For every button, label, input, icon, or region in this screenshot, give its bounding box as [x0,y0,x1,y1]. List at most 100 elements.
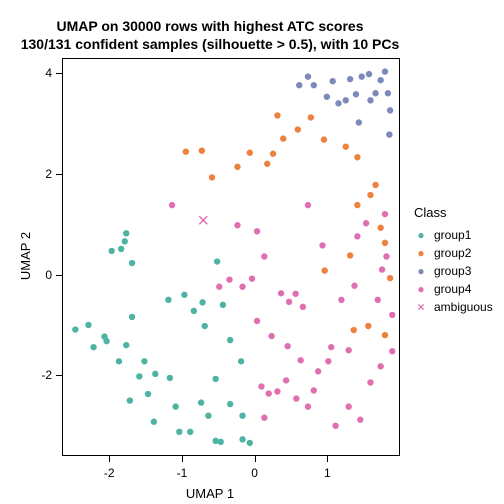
point-group4 [305,403,311,409]
point-group1 [145,391,151,397]
legend-label: ambiguous [434,300,493,314]
point-group4 [332,423,338,429]
dot-icon: ● [414,247,428,259]
point-group4 [286,299,292,305]
point-group4 [254,318,260,324]
point-group2 [343,143,349,149]
point-group1 [127,397,133,403]
point-group4 [169,202,175,208]
legend-item-group3: ●group3 [414,262,493,280]
legend-item-group1: ●group1 [414,226,493,244]
point-group3 [343,97,349,103]
point-group1 [165,297,171,303]
x-tick-mark [182,456,183,462]
y-tick-mark [56,174,62,175]
point-group1 [116,358,122,364]
point-group3 [367,97,373,103]
point-group2 [247,150,253,156]
point-group4 [226,276,232,282]
y-tick-label: 2 [22,167,52,181]
point-group1 [118,246,124,252]
point-group4 [375,297,381,303]
point-group4 [292,291,298,297]
y-tick-label: 0 [22,268,52,282]
point-group1 [109,248,115,254]
point-group4 [266,390,272,396]
point-group4 [239,284,245,290]
point-group2 [183,148,189,154]
point-group3 [377,77,383,83]
x-tick-label: -2 [104,466,115,480]
point-group4 [216,284,222,290]
point-group4 [234,222,240,228]
legend-label: group4 [434,282,471,296]
point-group2 [280,135,286,141]
legend-item-ambiguous: × ambiguous [414,298,493,316]
point-group4 [354,233,360,239]
point-group4 [325,358,331,364]
point-group1 [72,326,78,332]
point-group4 [261,253,267,259]
point-group1 [187,429,193,435]
scatter-plot [63,59,401,457]
point-group4 [283,377,289,383]
x-tick-label: -1 [177,466,188,480]
point-group4 [297,357,303,363]
point-group4 [258,383,264,389]
point-group2 [354,154,360,160]
point-group2 [295,126,301,132]
legend-label: group3 [434,264,471,278]
point-group4 [389,312,395,318]
point-group4 [315,368,321,374]
point-group2 [367,192,373,198]
point-group2 [372,182,378,188]
point-group1 [218,439,224,445]
point-group1 [176,429,182,435]
point-group1 [239,412,245,418]
cross-icon: × [414,301,428,313]
point-group1 [247,440,253,446]
point-group3 [366,71,372,77]
point-group4 [319,242,325,248]
point-group1 [202,323,208,329]
point-group1 [220,302,226,308]
point-group3 [329,78,335,84]
point-group3 [296,82,302,88]
point-group1 [85,322,91,328]
point-group3 [311,82,317,88]
point-group2 [270,151,276,157]
point-group1 [90,344,96,350]
point-group1 [238,358,244,364]
point-group4 [328,344,334,350]
point-group1 [129,314,135,320]
point-group3 [382,68,388,74]
point-group1 [198,399,204,405]
point-group1 [123,230,129,236]
point-group2 [308,114,314,120]
point-group3 [372,90,378,96]
point-group2 [209,174,215,180]
point-group4 [345,347,351,353]
point-group1 [136,373,142,379]
point-group1 [152,371,158,377]
legend-title: Class [414,205,493,220]
point-group2 [365,323,371,329]
point-group2 [274,112,280,118]
point-group1 [141,358,147,364]
point-group2 [387,275,393,281]
point-group4 [311,387,317,393]
point-group4 [249,275,255,281]
point-group3 [347,76,353,82]
legend-item-group4: ●group4 [414,280,493,298]
title-line-1: UMAP on 30000 rows with highest ATC scor… [0,18,420,34]
point-group4 [305,202,311,208]
point-group2 [382,332,388,338]
point-group4 [377,363,383,369]
y-tick-label: 4 [22,66,52,80]
point-group4 [383,253,389,259]
point-group3 [356,119,362,125]
y-axis-label: UMAP 2 [18,56,33,456]
point-group1 [212,376,218,382]
point-group4 [261,415,267,421]
legend-label: group2 [434,246,471,260]
